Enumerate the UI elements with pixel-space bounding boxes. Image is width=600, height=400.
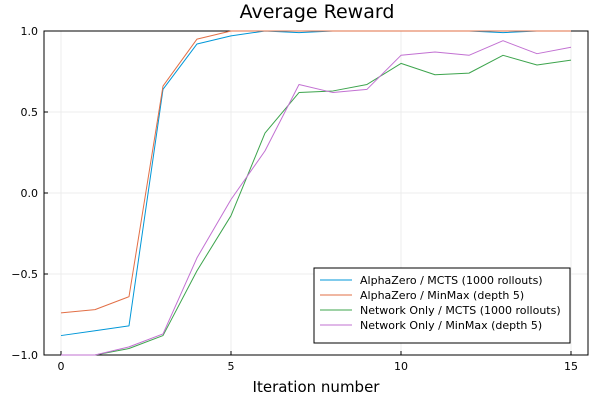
- y-tick-label: 0.0: [21, 187, 39, 200]
- axis-ticks: 0 5 10 15 −1.0 −0.5 0.0 0.5 1.0: [11, 25, 578, 373]
- y-tick-label: −0.5: [11, 268, 38, 281]
- x-axis-label: Iteration number: [253, 378, 381, 396]
- series-line-2: [60, 30, 571, 314]
- chart-title: Average Reward: [240, 1, 395, 23]
- series-group: [60, 30, 572, 356]
- legend-label: AlphaZero / MCTS (1000 rollouts): [360, 274, 543, 287]
- x-tick-label: 5: [228, 360, 235, 373]
- legend-label: AlphaZero / MinMax (depth 5): [360, 289, 524, 302]
- x-tick-label: 10: [394, 360, 408, 373]
- y-tick-label: 1.0: [21, 25, 39, 38]
- x-tick-label: 15: [564, 360, 578, 373]
- legend: AlphaZero / MCTS (1000 rollouts) AlphaZer…: [313, 267, 571, 344]
- legend-box: [313, 267, 571, 344]
- series-line-4: [61, 40, 572, 356]
- y-tick-label: −1.0: [11, 349, 38, 362]
- legend-label: Network Only / MCTS (1000 rollouts): [360, 304, 561, 317]
- series-line-3: [61, 54, 572, 356]
- y-tick-label: 0.5: [21, 106, 39, 119]
- legend-label: Network Only / MinMax (depth 5): [360, 319, 542, 332]
- x-tick-label: 0: [58, 360, 65, 373]
- series-line-1: [60, 30, 571, 337]
